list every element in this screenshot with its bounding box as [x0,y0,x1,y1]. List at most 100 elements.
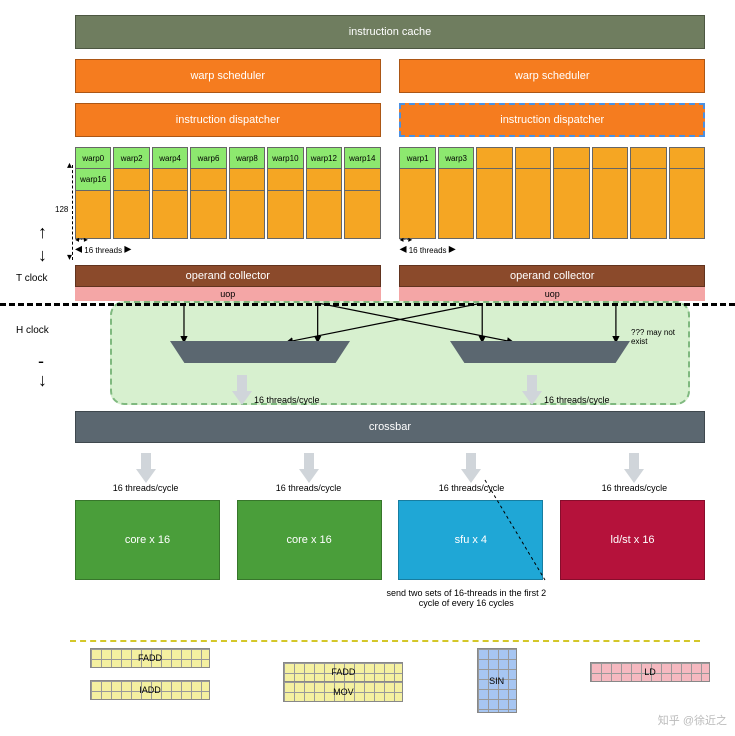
mux-right [450,341,630,363]
threads-cycle-label: 16 threads/cycle [439,483,505,493]
height-bracket [72,165,73,260]
dispatcher-row: instruction dispatcher instruction dispa… [75,103,705,137]
filler-cell [152,191,188,239]
filler-cell [344,169,380,191]
uop-right: uop [399,287,705,301]
filler-cell [152,169,188,191]
grid-fadd2: FADD [283,662,403,682]
grid-iadd: IADD [90,680,210,700]
uop-row: uop uop [75,287,705,301]
grid-ld: LD [590,662,710,682]
dispatcher-right: instruction dispatcher [399,103,705,137]
warp-area-right: warp1warp3 ◂ 16 threads ▸ ◂┄▸ [399,147,705,239]
dispatcher-left: instruction dispatcher [75,103,381,137]
filler-cell [344,191,380,239]
pipeline-legend-row: FADD IADD FADD MOV SIN LD [90,648,710,713]
up-arrow-icon: ↑ [38,222,47,243]
uop-left: uop [75,287,381,301]
crossbar-block: crossbar [75,411,705,443]
warp-cell: warp14 [344,147,380,169]
threads-cycle-label: 16 threads/cycle [544,395,610,405]
operand-collector-right: operand collector [399,265,705,287]
filler-cell [553,147,589,169]
filler-cell [190,191,226,239]
grid-sin: SIN [477,648,517,713]
flow-arrow-icon [136,453,156,483]
threads-128-label: 128 [55,205,68,214]
down-arrow-icon: ↓ [38,245,47,266]
filler-cell [630,169,666,239]
may-not-exist-note: ??? may not exist [631,328,693,346]
threads-cycle-label: 16 threads/cycle [254,395,320,405]
bracket-bottom-arrow-icon: ▾ [67,252,72,263]
warp-cell: warp16 [75,169,111,191]
threads-cycle-label: 16 threads/cycle [113,483,179,493]
filler-cell [229,191,265,239]
dash-icon: - [38,351,44,372]
warp-cell: warp3 [438,147,474,169]
filler-cell [75,191,111,239]
flow-arrow-icon [232,375,252,405]
warp-cell: warp4 [152,147,188,169]
core-block-2: core x 16 [237,500,382,580]
clock-divider [0,303,735,306]
warp-cell: warp1 [399,147,435,169]
warp-cell: warp6 [190,147,226,169]
filler-cell [229,169,265,191]
filler-cell [190,169,226,191]
flow-arrow-icon [522,375,542,405]
diagram-container: instruction cache warp scheduler warp sc… [75,15,705,608]
threads-cycle-label: 16 threads/cycle [602,483,668,493]
warp-cell: warp0 [75,147,111,169]
mux-left [170,341,350,363]
warp-cell: warp8 [229,147,265,169]
filler-cell [515,147,551,169]
bottom-divider [70,640,700,642]
filler-cell [306,169,342,191]
ldst-block: ld/st x 16 [560,500,705,580]
warp-cell: warp12 [306,147,342,169]
filler-cell [476,147,512,169]
flow-arrow-icon [299,453,319,483]
sfu-block: sfu x 4 [398,500,543,580]
filler-cell [438,169,474,239]
filler-cell [113,191,149,239]
filler-cell [476,169,512,239]
filler-cell [553,169,589,239]
filler-cell [306,191,342,239]
filler-cell [267,191,303,239]
filler-cell [113,169,149,191]
warp-cell: warp10 [267,147,303,169]
warp-scheduler-left: warp scheduler [75,59,381,93]
core-block-1: core x 16 [75,500,220,580]
filler-cell [592,169,628,239]
crossbar-arrow-row: 16 threads/cycle 16 threads/cycle 16 thr… [75,453,705,494]
routing-box: ??? may not exist 16 threads/cycle 16 th… [110,301,690,405]
filler-cell [630,147,666,169]
warp-scheduler-right: warp scheduler [399,59,705,93]
exec-row: core x 16 core x 16 sfu x 4 ld/st x 16 [75,500,705,580]
warp-scheduler-row: warp scheduler warp scheduler [75,59,705,93]
sfu-note: send two sets of 16-threads in the first… [386,588,546,608]
threads-cycle-label: 16 threads/cycle [276,483,342,493]
warp-area-left: warp0warp2warp4warp6warp8warp10warp12war… [75,147,381,239]
filler-cell [592,147,628,169]
filler-cell [399,169,435,239]
flow-arrow-icon [461,453,481,483]
grid-mov: MOV [283,682,403,702]
operand-collector-left: operand collector [75,265,381,287]
flow-arrow-icon [624,453,644,483]
filler-cell [515,169,551,239]
instruction-cache-block: instruction cache [75,15,705,49]
trapezoid-row [120,341,680,363]
filler-cell [669,147,705,169]
t-clock-label: T clock [16,273,48,284]
filler-cell [669,169,705,239]
operand-row: operand collector operand collector [75,265,705,287]
filler-cell [267,169,303,191]
down-arrow-icon-2: ↓ [38,370,47,391]
warp-region-row: warp0warp2warp4warp6warp8warp10warp12war… [75,147,705,239]
watermark: 知乎 @徐近之 [658,712,727,728]
bracket-top-arrow-icon: ▴ [67,160,72,171]
warp-cell: warp2 [113,147,149,169]
